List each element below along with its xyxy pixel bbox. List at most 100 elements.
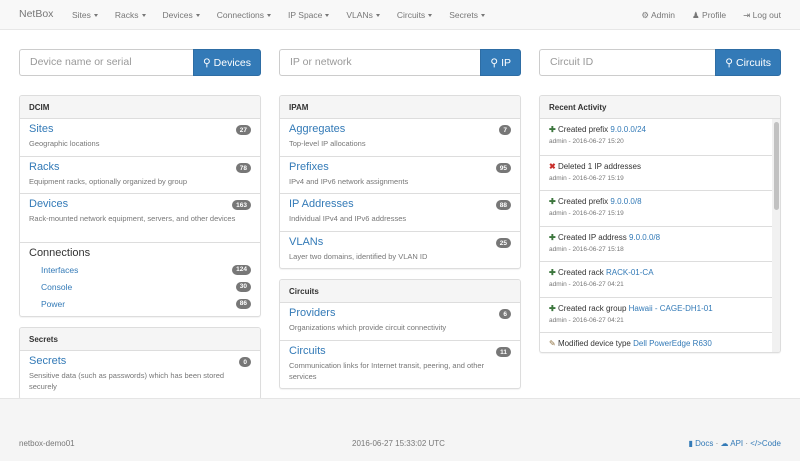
- activity-meta: admin - 2016-06-27 04:21: [549, 316, 624, 324]
- search-icon: ⚲: [725, 56, 733, 69]
- count-badge: 163: [232, 200, 251, 210]
- caret-down-icon: [481, 14, 486, 18]
- docs-label: Docs: [695, 439, 714, 448]
- search-button[interactable]: ⚲ Devices: [192, 49, 261, 76]
- item-link[interactable]: Prefixes: [289, 161, 329, 173]
- book-icon: ▮: [688, 439, 693, 448]
- search-form: Circuit ID ⚲ Circuits: [539, 49, 781, 76]
- logout-link[interactable]: ⇥ Log out: [743, 10, 781, 21]
- connection-link[interactable]: Console: [41, 281, 73, 292]
- search-button[interactable]: ⚲ Circuits: [715, 49, 781, 76]
- scrollbar[interactable]: [772, 119, 780, 352]
- panel-item: Aggregates 7 Top-level IP allocations: [280, 119, 520, 156]
- item-link[interactable]: Sites: [29, 123, 54, 135]
- item-description: Top-level IP allocations: [289, 139, 366, 148]
- nav-menu-racks[interactable]: Racks: [115, 10, 146, 20]
- search-input[interactable]: [19, 49, 193, 76]
- item-link[interactable]: VLANs: [289, 236, 324, 248]
- pencil-icon: ✎: [549, 339, 556, 348]
- search-button[interactable]: ⚲ IP: [480, 49, 521, 76]
- remove-icon: ✖: [549, 161, 556, 171]
- item-description: Equipment racks, optionally organized by…: [29, 177, 188, 186]
- panel-item: Racks 78 Equipment racks, optionally organ…: [20, 156, 260, 193]
- item-description: Organizations which provide circuit conn…: [289, 323, 447, 332]
- item-description: IPv4 and IPv6 network assignments: [289, 177, 409, 186]
- caret-down-icon: [325, 14, 330, 18]
- item-link[interactable]: Racks: [29, 161, 60, 173]
- search-form: Device name or serial ⚲ Devices: [19, 49, 261, 76]
- activity-link[interactable]: RACK-01-CA: [605, 268, 654, 277]
- nav-menu-label: Sites: [72, 10, 91, 20]
- middle-column: IPAM Aggregates 7 Top-level IP allocations…: [279, 95, 521, 389]
- connection-link[interactable]: Interfaces: [41, 264, 79, 275]
- profile-label: Profile: [702, 10, 727, 20]
- item-description: Individual IPv4 and IPv6 addresses: [289, 214, 407, 223]
- panel-item: Prefixes 95 IPv4 and IPv6 network assignme…: [280, 156, 520, 193]
- brand-link[interactable]: NetBox: [19, 8, 54, 20]
- activity-item: ✎ Modified device type Dell PowerEdge R6…: [540, 332, 772, 352]
- admin-link[interactable]: ⚙ Admin: [641, 10, 675, 21]
- logout-label: Log out: [752, 10, 781, 20]
- nav-menu-devices[interactable]: Devices: [163, 10, 200, 20]
- search-input[interactable]: [279, 49, 481, 76]
- activity-link[interactable]: 9.0.0.0/8: [628, 232, 661, 242]
- nav-menu-secrets[interactable]: Secrets: [449, 10, 486, 20]
- item-link[interactable]: Providers: [289, 307, 336, 319]
- caret-down-icon: [141, 14, 146, 18]
- nav-menu-vlans[interactable]: VLANs: [346, 10, 380, 20]
- item-link[interactable]: Aggregates: [289, 123, 346, 135]
- admin-label: Admin: [650, 10, 676, 20]
- profile-link[interactable]: ♟ Profile: [692, 10, 726, 21]
- item-link[interactable]: Secrets: [29, 355, 67, 367]
- activity-text: Created prefix: [557, 197, 611, 206]
- count-badge: 86: [235, 298, 251, 309]
- caret-down-icon: [195, 14, 200, 18]
- search-input[interactable]: [539, 49, 716, 76]
- item-description: Communication links for Internet transit…: [289, 361, 485, 381]
- activity-meta: admin - 2016-06-27 15:19: [549, 210, 624, 217]
- activity-text: Deleted 1 IP addresses: [557, 161, 641, 171]
- panel-item: VLANs 25 Layer two domains, identified by …: [280, 231, 520, 268]
- panel-item: IP Addresses 88 Individual IPv4 and IPv6 a…: [280, 193, 520, 231]
- item-link[interactable]: IP Addresses: [289, 198, 354, 210]
- count-badge: 7: [499, 125, 511, 135]
- code-link[interactable]: </>Code: [750, 439, 781, 448]
- search-form: IP or network ⚲ IP: [279, 49, 521, 76]
- docs-link[interactable]: ▮ Docs: [688, 439, 713, 448]
- circuits-panel: Circuits Providers 6 Organizations which p…: [279, 279, 521, 389]
- activity-item: ✚ Created prefix 9.0.0.0/24 admin - 2016-…: [540, 119, 772, 155]
- nav-menu-sites[interactable]: Sites: [72, 10, 98, 20]
- caret-down-icon: [93, 14, 98, 18]
- connections-label: Connections: [29, 247, 91, 259]
- code-icon: </>: [750, 439, 762, 448]
- gear-icon: ⚙: [641, 10, 650, 20]
- scrollbar-thumb[interactable]: [773, 122, 779, 210]
- activity-link[interactable]: Hawaii - CAGE-DH1-01: [628, 303, 713, 313]
- nav-menu-label: Racks: [114, 10, 139, 20]
- item-description: Sensitive data (such as passwords) which…: [29, 371, 225, 391]
- navbar: NetBox Sites Racks Devices Connections IP Sp…: [0, 0, 800, 30]
- search-icon: ⚲: [202, 56, 211, 69]
- nav-menu-connections[interactable]: Connections: [217, 10, 272, 20]
- item-link[interactable]: Devices: [29, 198, 69, 210]
- panel-heading: Circuits: [280, 280, 520, 303]
- api-link[interactable]: ☁ API: [720, 439, 743, 448]
- panel-heading: Recent Activity: [540, 96, 780, 119]
- plus-icon: ✚: [549, 232, 556, 242]
- nav-menu-circuits[interactable]: Circuits: [396, 10, 433, 20]
- nav-menu-label: Circuits: [396, 10, 426, 20]
- nav-menu-ip-space[interactable]: IP Space: [288, 10, 330, 20]
- connection-link[interactable]: Power: [41, 298, 66, 309]
- item-link[interactable]: Circuits: [289, 345, 326, 357]
- nav-menu-label: VLANs: [346, 10, 373, 20]
- nav-menu-label: Secrets: [449, 10, 479, 20]
- search-button-label: IP: [501, 56, 511, 69]
- count-badge: 6: [499, 309, 511, 319]
- activity-text: Created rack group: [557, 303, 629, 313]
- activity-text: Created rack: [557, 268, 606, 277]
- activity-link[interactable]: Dell PowerEdge R630: [633, 339, 712, 348]
- caret-down-icon: [267, 14, 272, 18]
- activity-link[interactable]: 9.0.0.0/8: [610, 197, 642, 206]
- nav-menu-label: Devices: [162, 10, 193, 20]
- activity-link[interactable]: 9.0.0.0/24: [610, 125, 646, 134]
